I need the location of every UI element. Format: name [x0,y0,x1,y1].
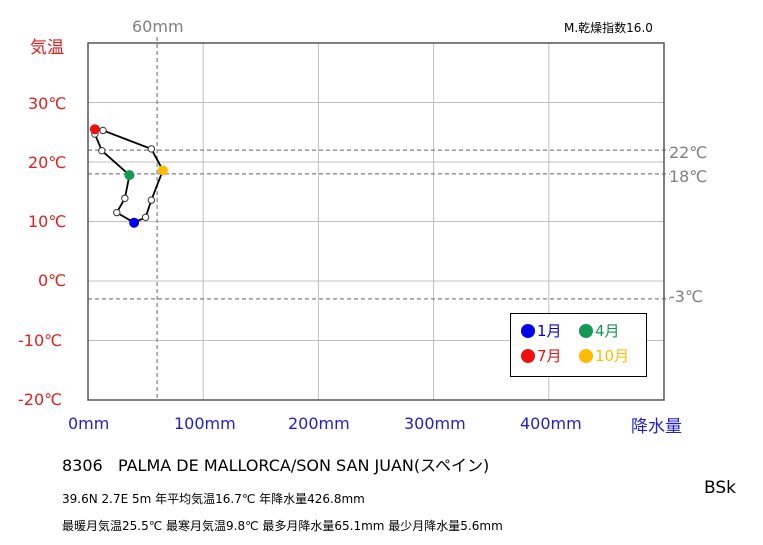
station-info-line1: 39.6N 2.7E 5m 年平均気温16.7℃ 年降水量426.8mm [62,492,365,506]
station-id: 8306 [62,456,103,475]
temp-reference-label-18: 18℃ [669,167,708,186]
y-tick-label: 10℃ [28,212,67,231]
legend-label-jul: 7月 [537,347,562,365]
legend-dot-jan [521,323,535,338]
month-point-10 [157,165,168,176]
month-point-5 [98,146,106,155]
month-point-7 [89,124,100,135]
month-point-4 [124,170,135,181]
climograph-segment [150,170,164,201]
station-header: 8306 PALMA DE MALLORCA/SON SAN JUAN(スペイン… [62,452,489,476]
legend-dot-oct [579,348,593,363]
aridity-index: M.乾燥指数16.0 [564,21,653,35]
month-point-2 [113,208,121,217]
month-point-11 [147,196,156,204]
month-point-3 [121,194,129,202]
station-info-line2: 最暖月気温25.5℃ 最寒月気温9.8℃ 最多月降水量65.1mm 最少月降水量… [62,519,503,533]
y-tick-label: 20℃ [28,153,67,172]
legend-label-oct: 10月 [595,347,630,365]
y-tick-label: 0℃ [38,271,67,290]
station-name: PALMA DE MALLORCA/SON SAN JUAN(スペイン) [117,456,490,475]
legend-item-apr: 4月 [579,320,620,341]
y-tick-label: -20℃ [18,390,63,409]
legend: 1月 4月 7月 10月 [510,313,647,377]
x-tick-label: 0mm [68,414,110,433]
plot-frame [87,42,665,401]
x-tick-label: 200mm [288,414,350,433]
y-tick-label: -10℃ [18,331,63,350]
month-point-9 [147,145,156,153]
x-tick-label: 400mm [520,414,582,433]
month-point-12 [141,213,150,222]
month-point-1 [129,217,140,228]
legend-dot-apr [579,323,593,338]
legend-label-apr: 4月 [595,322,620,340]
legend-item-oct: 10月 [579,345,629,366]
legend-item-jan: 1月 [521,320,562,341]
y-axis-title: 気温 [30,38,64,58]
legend-label-jan: 1月 [537,322,562,340]
legend-item-jul: 7月 [521,345,562,366]
temp-reference-label-minus3: -3℃ [669,287,703,306]
x-tick-label: 300mm [404,414,466,433]
legend-dot-jul [521,348,535,363]
temp-reference-label-22: 22℃ [669,143,708,162]
x-axis-title: 降水量 [631,417,682,437]
y-tick-label: 30℃ [28,94,67,113]
x-tick-label: 100mm [174,414,236,433]
precip-reference-label: 60mm [132,17,184,36]
climograph-segment [102,129,152,150]
climograph-segment [101,150,131,176]
month-point-8 [99,126,107,135]
climate-class: BSk [704,478,736,498]
